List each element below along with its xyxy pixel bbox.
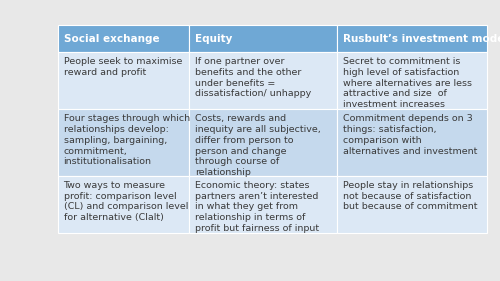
Text: Equity: Equity: [194, 34, 232, 44]
Bar: [337, 52, 488, 109]
Bar: [58, 109, 188, 176]
Bar: [58, 52, 188, 109]
Text: Costs, rewards and
inequity are all subjective,
differ from person to
person and: Costs, rewards and inequity are all subj…: [194, 114, 320, 177]
Bar: [188, 25, 337, 52]
Bar: [337, 25, 488, 52]
Text: If one partner over
benefits and the other
under benefits =
dissatisfaction/ unh: If one partner over benefits and the oth…: [194, 57, 311, 98]
Bar: [58, 25, 188, 52]
Text: People stay in relationships
not because of satisfaction
but because of commitme: People stay in relationships not because…: [343, 181, 477, 211]
Text: Four stages through which
relationships develop:
sampling, bargaining,
commitmen: Four stages through which relationships …: [64, 114, 190, 166]
Text: Economic theory: states
partners aren’t interested
in what they get from
relatio: Economic theory: states partners aren’t …: [194, 181, 319, 233]
Bar: [188, 109, 337, 176]
Text: Social exchange: Social exchange: [64, 34, 159, 44]
Bar: [337, 109, 488, 176]
Bar: [188, 52, 337, 109]
Bar: [58, 176, 188, 233]
Text: Two ways to measure
profit: comparison level
(CL) and comparison level
for alter: Two ways to measure profit: comparison l…: [64, 181, 188, 222]
Text: Rusbult’s investment model: Rusbult’s investment model: [343, 34, 500, 44]
Text: People seek to maximise
reward and profit: People seek to maximise reward and profi…: [64, 57, 182, 77]
Bar: [337, 176, 488, 233]
Bar: [188, 176, 337, 233]
Text: Commitment depends on 3
things: satisfaction,
comparison with
alternatives and i: Commitment depends on 3 things: satisfac…: [343, 114, 477, 156]
Text: Secret to commitment is
high level of satisfaction
where alternatives are less
a: Secret to commitment is high level of sa…: [343, 57, 472, 109]
